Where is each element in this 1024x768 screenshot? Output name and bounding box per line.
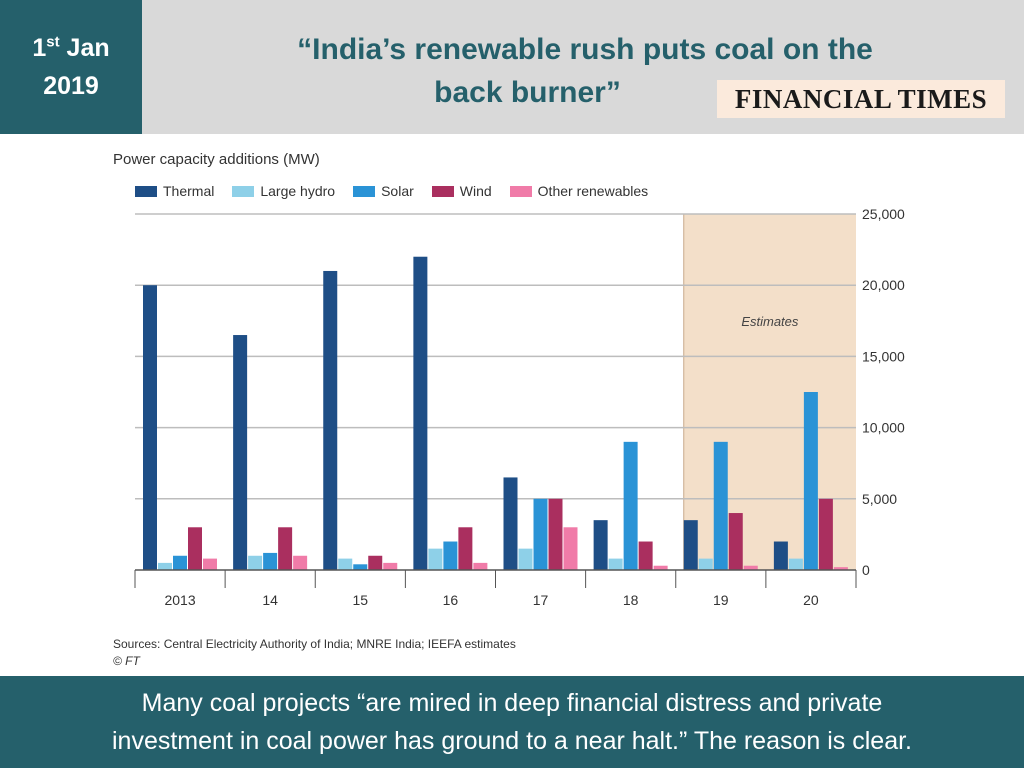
y-tick-label: 20,000 (862, 277, 905, 293)
chart-canvas: Estimates 0 5,000 10,000 15,000 20,000 25,000 2… (134, 206, 905, 608)
slide-header: 1st Jan 2019 “India’s renewable rush put… (0, 0, 1024, 134)
y-tick-label: 25,000 (862, 206, 905, 222)
bar-other-renewables-19 (743, 565, 758, 570)
bar-thermal-2013 (143, 285, 157, 570)
headline-line-2: back burner” (434, 76, 621, 109)
x-tick-label: 17 (533, 592, 549, 608)
headline: “India’s renewable rush puts coal on the… (200, 28, 970, 114)
legend-swatch (509, 185, 532, 197)
x-tick-label: 16 (443, 592, 459, 608)
bar-large-hydro-19 (698, 558, 713, 570)
bar-wind-17 (548, 498, 563, 570)
bar-wind-18 (638, 541, 653, 570)
caption-line-1: Many coal projects “are mired in deep fi… (141, 689, 883, 717)
chart-title: Power capacity additions (MW) (113, 151, 320, 168)
y-tick-label: 10,000 (862, 420, 905, 436)
headline-line-1: “India’s renewable rush puts coal on the (297, 33, 873, 66)
bar-thermal-16 (413, 256, 428, 570)
bar-wind-20 (818, 498, 833, 570)
copyright-text: © FT (113, 654, 140, 668)
bar-other-renewables-18 (653, 565, 668, 570)
bar-large-hydro-16 (428, 548, 443, 570)
bar-solar-18 (623, 441, 638, 570)
source-text: Sources: Central Electricity Authority o… (113, 637, 516, 651)
bar-other-renewables-14 (293, 555, 308, 570)
bar-solar-20 (803, 392, 818, 570)
bar-wind-2013 (188, 527, 202, 570)
financial-times-logo: FINANCIAL TIMES (717, 80, 1005, 118)
date-badge: 1st Jan 2019 (0, 0, 142, 134)
bar-large-hydro-14 (248, 555, 263, 570)
x-tick-label: 2013 (164, 592, 195, 608)
bar-solar-15 (353, 564, 368, 570)
bar-thermal-17 (503, 477, 518, 570)
x-tick-label: 15 (353, 592, 369, 608)
bar-thermal-20 (773, 541, 788, 570)
x-tick-label: 19 (713, 592, 729, 608)
legend-item-large-hydro: Large hydro (232, 183, 335, 199)
legend-item-solar: Solar (353, 183, 414, 199)
bar-other-renewables-17 (563, 527, 578, 570)
bar-wind-14 (278, 527, 293, 570)
estimates-label: Estimates (741, 314, 799, 329)
legend-label: Large hydro (260, 183, 336, 199)
bar-wind-15 (368, 555, 383, 570)
bar-solar-14 (263, 552, 278, 570)
legend-swatch (232, 185, 255, 197)
bar-wind-16 (458, 527, 473, 570)
legend-item-wind: Wind (431, 183, 492, 199)
y-tick-label: 15,000 (862, 348, 905, 364)
bar-other-renewables-20 (833, 567, 848, 570)
bar-solar-19 (713, 441, 728, 570)
bar-large-hydro-2013 (158, 562, 172, 570)
date-day-month: 1st Jan (32, 33, 110, 62)
slide-caption: Many coal projects “are mired in deep fi… (0, 676, 1024, 768)
x-tick-label: 18 (623, 592, 639, 608)
legend-item-other-renewables: Other renewables (509, 183, 649, 199)
legend-label: Thermal (163, 183, 215, 199)
bar-other-renewables-16 (473, 562, 488, 570)
bar-solar-17 (533, 498, 548, 570)
legend-item-thermal: Thermal (135, 183, 214, 199)
caption-line-2: investment in coal power has ground to a… (112, 727, 912, 755)
legend-swatch (353, 185, 376, 197)
bar-wind-19 (728, 513, 743, 570)
bar-other-renewables-15 (383, 562, 398, 570)
legend-label: Wind (459, 183, 492, 199)
legend-label: Other renewables (537, 183, 649, 199)
bar-thermal-15 (323, 270, 338, 570)
bar-solar-2013 (173, 555, 187, 570)
bar-solar-16 (443, 541, 458, 570)
date-year: 2019 (43, 72, 99, 100)
y-tick-label: 5,000 (862, 491, 897, 507)
legend-swatch (431, 185, 454, 197)
x-tick-label: 14 (262, 592, 278, 608)
bar-thermal-14 (233, 335, 248, 570)
bar-large-hydro-17 (518, 548, 533, 570)
bar-large-hydro-15 (338, 558, 353, 570)
legend-label: Solar (381, 183, 414, 199)
legend-swatch (135, 185, 157, 197)
x-tick-label: 20 (803, 592, 819, 608)
chart-legend: Thermal Large hydro Solar Wind Other renewab… (135, 183, 666, 199)
bar-other-renewables-2013 (203, 558, 217, 570)
bar-thermal-19 (683, 520, 698, 570)
bar-large-hydro-20 (788, 558, 803, 570)
chart-source: Sources: Central Electricity Authority o… (113, 636, 516, 670)
y-tick-label: 0 (862, 562, 870, 578)
bar-large-hydro-18 (608, 558, 623, 570)
bar-thermal-18 (593, 520, 608, 570)
